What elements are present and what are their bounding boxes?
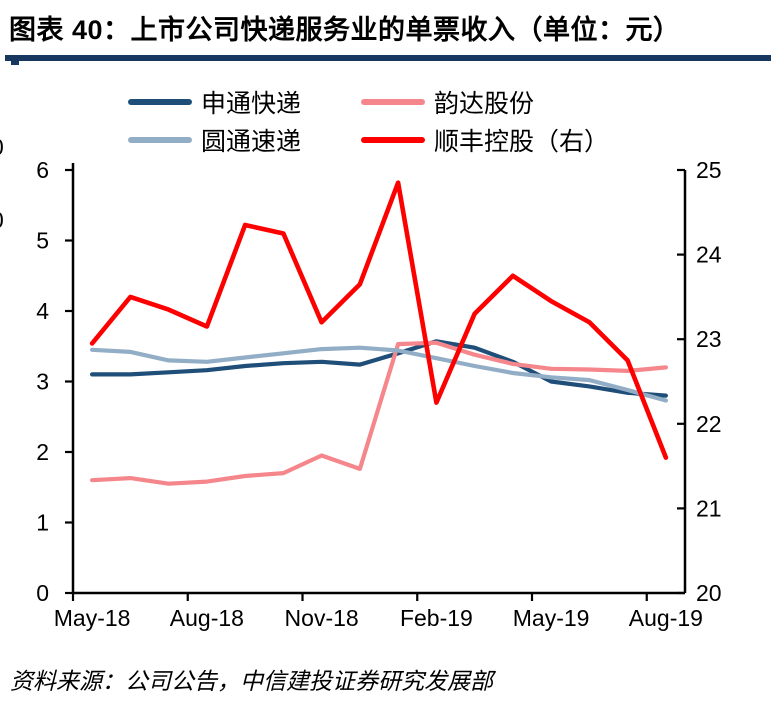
- legend-item-shunfeng: 顺丰控股（右）: [361, 126, 609, 156]
- right-axis-tick-label: 23: [696, 326, 722, 352]
- series-line-shentong: [89, 339, 669, 398]
- left-axis-tick-label: 5: [36, 228, 49, 254]
- series-line-yuantong: [89, 345, 669, 403]
- right-axis-tick-label: 22: [696, 411, 722, 437]
- right-axis-tick-label: 20: [696, 580, 722, 606]
- left-axis-tick-label: 4: [36, 298, 49, 324]
- left-axis-tick-label: 0: [36, 580, 49, 606]
- right-axis-tick-label: 25: [696, 157, 722, 183]
- clipped-edge-digit: 0: [0, 134, 4, 161]
- x-axis-tick-label: Aug-18: [170, 605, 244, 631]
- title-underline-notch: [11, 61, 19, 65]
- source-note: 资料来源：公司公告，中信建投证券研究发展部: [10, 669, 493, 694]
- legend-item-yunda: 韵达股份: [361, 88, 609, 118]
- legend-swatch-shentong: [128, 99, 192, 105]
- legend-item-yuantong: 圆通速递: [128, 126, 361, 156]
- legend-label-shunfeng: 顺丰控股（右）: [434, 128, 610, 156]
- x-axis-tick-label: May-18: [54, 605, 131, 631]
- x-axis-tick-label: May-19: [513, 605, 590, 631]
- title-underline: [5, 55, 771, 61]
- left-axis-tick-label: 2: [36, 439, 49, 465]
- x-axis-tick-label: Feb-19: [400, 605, 473, 631]
- legend-item-shentong: 申通快递: [128, 88, 361, 118]
- clipped-edge-digit: 0: [0, 207, 4, 234]
- legend-label-yunda: 韵达股份: [434, 90, 535, 118]
- figure-title: 图表 40：上市公司快递服务业的单票收入（单位：元）: [9, 15, 681, 45]
- legend-swatch-yunda: [361, 99, 425, 105]
- x-axis-tick-label: Aug-19: [629, 605, 703, 631]
- legend-swatch-shunfeng: [361, 137, 425, 143]
- x-axis-tick-label: Nov-18: [285, 605, 359, 631]
- legend-swatch-yuantong: [128, 137, 192, 143]
- series-line-shunfeng: [89, 180, 669, 460]
- chart-legend: 申通快递 韵达股份圆通速递 顺丰控股（右）: [128, 88, 609, 156]
- series-line-yunda: [89, 340, 669, 486]
- legend-label-shentong: 申通快递: [201, 90, 302, 118]
- legend-label-yuantong: 圆通速递: [201, 128, 302, 156]
- left-axis-tick-label: 6: [36, 157, 49, 183]
- right-axis-tick-label: 24: [696, 242, 722, 268]
- right-axis-tick-label: 21: [696, 495, 722, 521]
- left-axis-tick-label: 1: [36, 510, 49, 536]
- left-axis-tick-label: 3: [36, 369, 49, 395]
